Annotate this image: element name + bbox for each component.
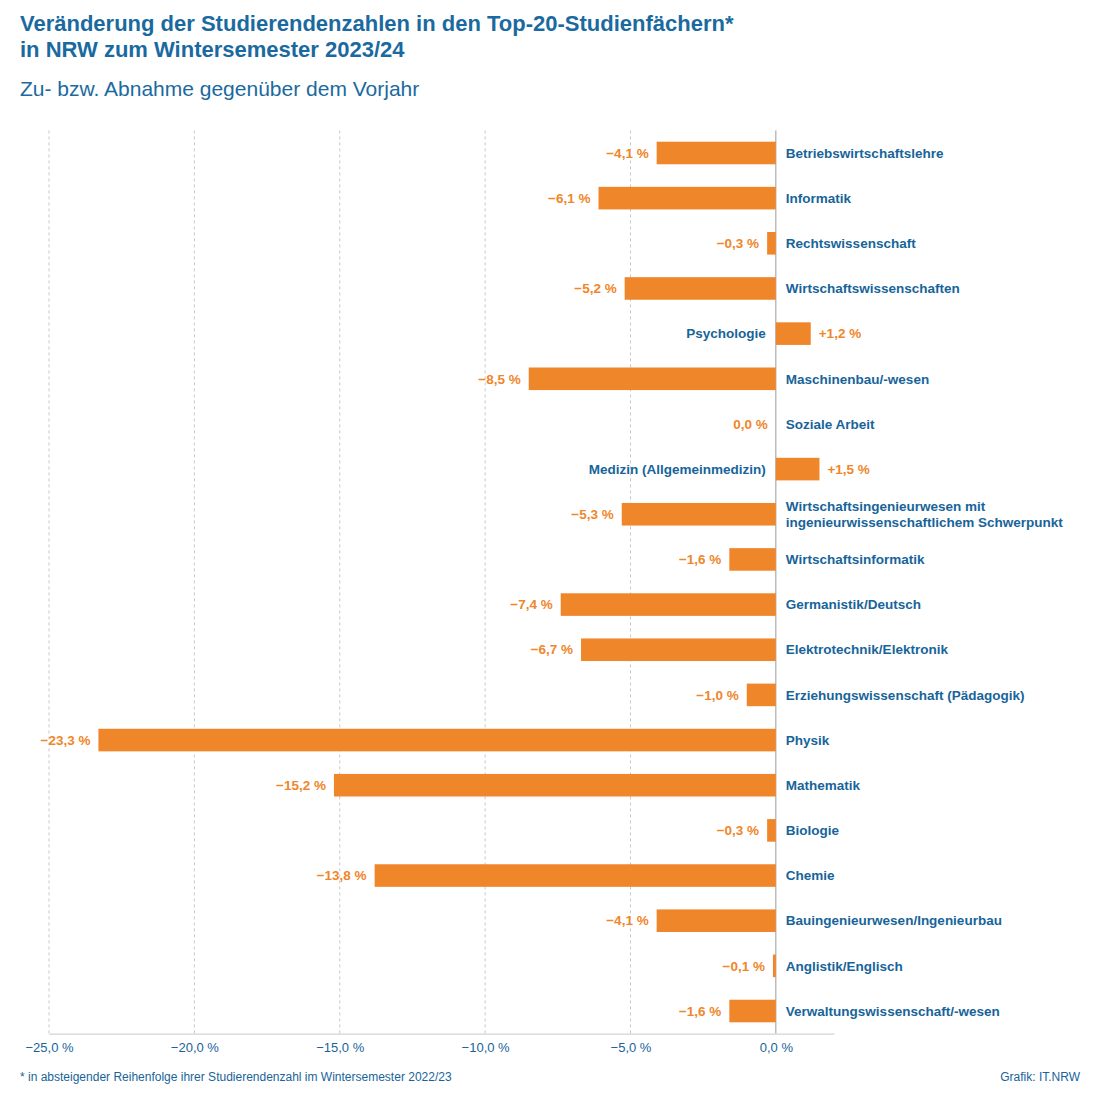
tick: −25,0 % [25, 1034, 74, 1055]
data-label: −5,3 % [571, 507, 613, 522]
data-label: +1,2 % [819, 326, 861, 341]
bar [334, 774, 776, 797]
tick-label: −10,0 % [462, 1040, 511, 1055]
tick-label: −15,0 % [316, 1040, 365, 1055]
category-label: Mathematik [786, 778, 861, 793]
bar [729, 1000, 776, 1023]
grid [49, 130, 776, 1033]
bar [767, 819, 776, 842]
category-label: Biologie [786, 823, 840, 838]
data-label: −0,1 % [723, 959, 765, 974]
data-label: −23,3 % [41, 733, 91, 748]
bar [529, 367, 776, 390]
data-label: −6,1 % [548, 191, 590, 206]
tick: −5,0 % [611, 1034, 652, 1055]
data-label: 0,0 % [733, 417, 768, 432]
category-label: Informatik [786, 191, 852, 206]
category-label: Wirtschaftsingenieurwesen mitingenieurwi… [786, 499, 1063, 530]
category-label: Soziale Arbeit [786, 417, 875, 432]
bar [375, 864, 776, 887]
category-label: Verwaltungswissenschaft/-wesen [786, 1004, 1000, 1019]
tick-label: 0,0 % [760, 1040, 794, 1055]
category-label: Medizin (Allgemeinmedizin) [589, 462, 766, 477]
bar [775, 413, 776, 436]
category-label: Bauingenieurwesen/Ingenieurbau [786, 913, 1002, 928]
bar [767, 232, 776, 255]
tick-label: −5,0 % [611, 1040, 652, 1055]
subtitle: Zu- bzw. Abnahme gegenüber dem Vorjahr [20, 77, 419, 100]
bar [747, 684, 776, 707]
data-label: −15,2 % [276, 778, 326, 793]
grid-line [49, 130, 50, 1033]
data-label: −1,0 % [696, 688, 738, 703]
data-label: −5,2 % [574, 281, 616, 296]
tick: 0,0 % [760, 1034, 794, 1055]
category-label: Elektrotechnik/Elektronik [786, 642, 949, 657]
tick: −20,0 % [171, 1034, 220, 1055]
data-label: −1,6 % [679, 552, 721, 567]
bar [561, 593, 776, 616]
data-label: −0,3 % [717, 236, 759, 251]
category-label: Physik [786, 733, 830, 748]
data-label: −7,4 % [510, 597, 552, 612]
title: in NRW zum Wintersemester 2023/24 [20, 37, 405, 62]
tick-label: −20,0 % [171, 1040, 220, 1055]
category-label: Erziehungswissenschaft (Pädagogik) [786, 688, 1025, 703]
bar [98, 729, 775, 752]
bar [776, 322, 811, 345]
title: Veränderung der Studierendenzahlen in de… [20, 11, 734, 36]
bar [657, 142, 776, 165]
category-label: Maschinenbau/-wesen [786, 372, 929, 387]
category-label: Anglistik/Englisch [786, 959, 903, 974]
grid-line [630, 130, 631, 1033]
category-label: Wirtschaftsinformatik [786, 552, 925, 567]
data-labels: −4,1 % −6,1 % −0,3 % −5,2 % +1,2 % −8,5 % 0,0 … [41, 146, 870, 1019]
bar [622, 503, 776, 526]
bar [657, 909, 776, 932]
bar [581, 638, 776, 661]
data-label: −1,6 % [679, 1004, 721, 1019]
bar [773, 955, 776, 978]
data-label: −0,3 % [717, 823, 759, 838]
bar [776, 458, 820, 481]
category-labels: Betriebswirtschaftslehre Informatik Rechts… [589, 146, 1063, 1019]
bars [98, 142, 819, 1023]
category-label: Wirtschaftswissenschaften [786, 281, 960, 296]
data-label: −4,1 % [606, 913, 648, 928]
bar [625, 277, 776, 300]
category-label: Rechtswissenschaft [786, 236, 916, 251]
chart: Veränderung der Studierendenzahlen in de… [0, 0, 1100, 1100]
data-label: −4,1 % [606, 146, 648, 161]
data-label: −6,7 % [531, 642, 573, 657]
data-label: −8,5 % [478, 372, 520, 387]
grid-line [194, 130, 195, 1033]
tick: −10,0 % [462, 1034, 511, 1055]
tick-label: −25,0 % [25, 1040, 74, 1055]
category-label: Germanistik/Deutsch [786, 597, 921, 612]
tick: −15,0 % [316, 1034, 365, 1055]
data-label: −13,8 % [317, 868, 367, 883]
footnote: * in absteigender Reihenfolge ihrer Stud… [20, 1070, 452, 1084]
source: Grafik: IT.NRW [1000, 1070, 1080, 1084]
grid-line [775, 130, 776, 1033]
category-label: Betriebswirtschaftslehre [786, 146, 944, 161]
title-group: Veränderung der Studierendenzahlen in de… [20, 11, 734, 62]
x-axis: −25,0 % −20,0 % −15,0 % −10,0 % −5,0 % 0,0 % [25, 1034, 834, 1055]
bar [599, 187, 776, 210]
category-label: Chemie [786, 868, 835, 883]
data-label: +1,5 % [827, 462, 869, 477]
axis-line [50, 1034, 835, 1035]
bar [729, 548, 776, 571]
grid-line [485, 130, 486, 1033]
grid-line [339, 130, 340, 1033]
category-label: Psychologie [686, 326, 766, 341]
